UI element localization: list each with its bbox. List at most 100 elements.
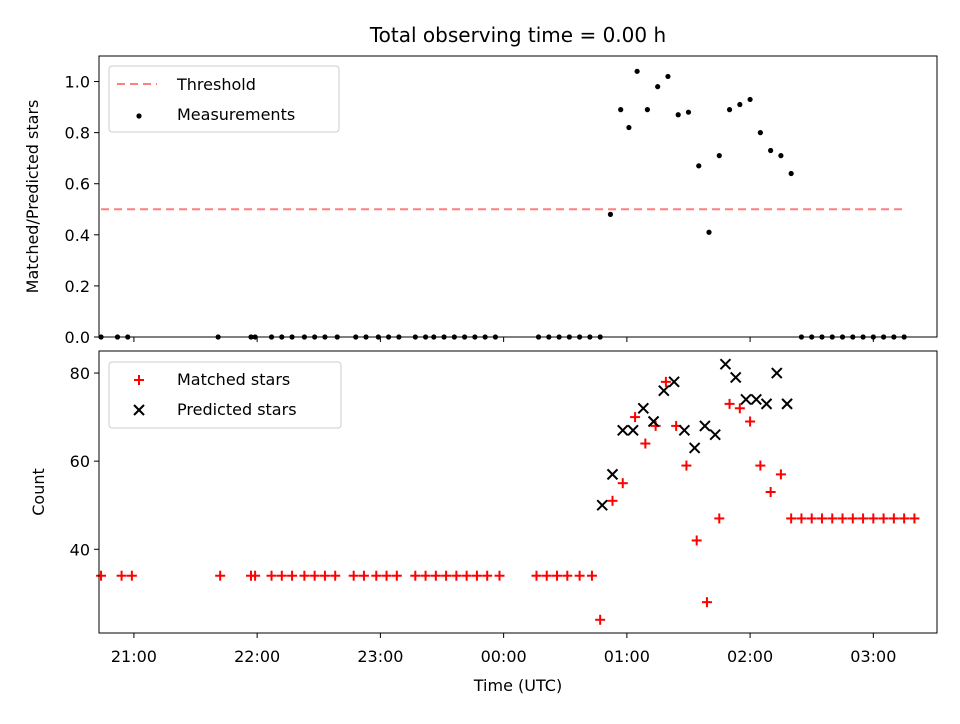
x-tick-label: 00:00: [481, 647, 527, 666]
measurement-point: [607, 211, 614, 217]
matched-star-point: [96, 570, 107, 581]
bottom-y-tick-label: 60: [70, 452, 90, 471]
predicted-star-point: [740, 393, 752, 406]
predicted-star-point: [606, 468, 619, 481]
matched-star-point: [319, 570, 330, 581]
matched-star-point: [420, 570, 431, 581]
measurement-point: [626, 124, 632, 131]
x-tick-label: 22:00: [234, 647, 280, 666]
bottom-y-ticks: 40 60 80: [70, 364, 99, 559]
bottom-y-tick-label: 40: [70, 540, 90, 559]
matched-star-point: [816, 513, 827, 524]
matched-star-point: [562, 570, 573, 581]
matched-star-point: [586, 570, 597, 581]
matched-star-point: [391, 570, 402, 581]
top-y-tick-label: 0.8: [65, 124, 90, 143]
matched-star-point: [847, 513, 858, 524]
predicted-star-point: [596, 499, 608, 511]
matched-star-point: [552, 570, 563, 581]
predicted-stars-points: [596, 358, 793, 511]
matched-star-point: [734, 403, 745, 414]
legend-matched-swatch: [134, 375, 144, 385]
top-legend-box: [108, 65, 340, 133]
legend-predicted-swatch: [133, 404, 145, 416]
top-y-tick-label: 0.0: [65, 328, 90, 347]
matched-star-point: [617, 478, 628, 489]
x-tick-label: 23:00: [357, 647, 403, 666]
legend-measurements-swatch: [136, 113, 142, 119]
measurement-point: [644, 107, 650, 113]
matched-stars-points: [96, 376, 920, 625]
matched-star-point: [868, 513, 879, 524]
measurement-point: [788, 170, 794, 177]
measurement-point: [685, 109, 692, 115]
matched-star-point: [701, 597, 712, 608]
predicted-star-point: [627, 424, 639, 437]
matched-star-point: [878, 513, 889, 524]
bottom-axes-frame: [98, 350, 938, 634]
predicted-star-point: [678, 424, 691, 437]
matched-star-point: [786, 513, 797, 524]
matched-star-point: [755, 460, 766, 471]
matched-star-point: [348, 570, 359, 581]
matched-star-point: [714, 513, 725, 524]
measurement-point: [696, 163, 702, 169]
legend-matched-marker: [134, 375, 144, 385]
top-legend: Threshold Measurements: [108, 65, 340, 133]
predicted-star-point: [750, 393, 762, 406]
bottom-y-axis-label: Count: [29, 468, 48, 516]
matched-star-point: [724, 398, 735, 409]
matched-star-point: [745, 416, 756, 427]
bottom-x-ticks: 21:00 22:00 23:00 00:00 01:00 02:00 03:00: [111, 633, 896, 666]
top-axes-frame: [98, 55, 938, 338]
measurement-point: [618, 107, 624, 113]
measurement-point: [737, 101, 743, 108]
measurement-point: [665, 73, 671, 80]
matched-star-point: [531, 570, 542, 581]
matched-star-point: [806, 513, 817, 524]
matched-star-point: [441, 570, 452, 581]
matched-star-point: [574, 570, 585, 581]
predicted-star-point: [699, 420, 711, 432]
predicted-star-point: [730, 371, 742, 384]
matched-star-point: [640, 438, 651, 449]
bottom-y-tick-label: 80: [70, 364, 90, 383]
predicted-star-point: [771, 367, 783, 379]
measurement-point: [655, 84, 661, 90]
legend-threshold-label: Threshold: [176, 75, 256, 94]
matched-star-point: [250, 570, 261, 581]
matched-star-point: [595, 614, 606, 625]
matched-star-point: [541, 570, 552, 581]
matched-star-point: [899, 513, 910, 524]
predicted-star-point: [781, 398, 793, 410]
matched-star-point: [681, 460, 692, 471]
matched-star-point: [660, 376, 671, 387]
matched-star-point: [796, 513, 807, 524]
matched-star-point: [909, 513, 920, 524]
x-tick-label: 01:00: [604, 647, 650, 666]
matched-star-point: [471, 570, 482, 581]
legend-measurements-label: Measurements: [177, 105, 295, 124]
measurement-point: [726, 107, 733, 113]
predicted-star-point: [709, 429, 721, 441]
predicted-star-point: [668, 376, 680, 388]
chart-title: Total observing time = 0.00 h: [369, 23, 666, 47]
matched-star-point: [691, 535, 702, 546]
top-y-ticks: 0.0 0.2 0.4 0.6 0.8 1.0: [65, 73, 99, 347]
matched-star-point: [215, 570, 226, 581]
matched-star-point: [287, 570, 298, 581]
x-tick-label: 02:00: [727, 647, 773, 666]
matched-star-point: [276, 570, 287, 581]
bottom-panel: 40 60 80 21:00 22:00 23:00 00:00 01:00 02:00 03:…: [29, 350, 938, 695]
predicted-star-point: [658, 384, 670, 397]
legend-predicted-label: Predicted stars: [177, 400, 297, 419]
matched-star-point: [358, 570, 369, 581]
measurement-point: [747, 96, 753, 103]
matched-star-point: [410, 570, 421, 581]
top-y-tick-label: 0.4: [65, 226, 90, 245]
measurement-point: [706, 229, 712, 235]
measurement-point: [675, 112, 681, 118]
matched-star-point: [837, 513, 848, 524]
top-y-tick-label: 1.0: [65, 73, 90, 92]
